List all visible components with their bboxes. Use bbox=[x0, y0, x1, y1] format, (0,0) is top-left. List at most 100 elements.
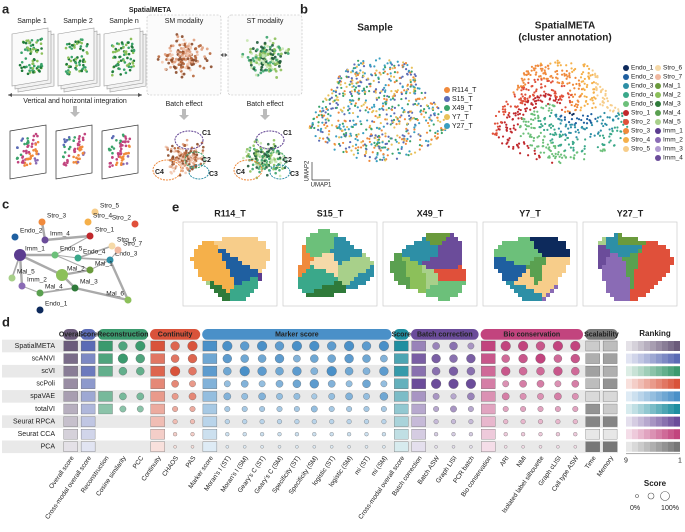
spot bbox=[25, 157, 29, 161]
spot bbox=[67, 154, 71, 158]
umap-point bbox=[539, 99, 542, 102]
tissue-spot bbox=[234, 253, 238, 257]
umap-point bbox=[499, 121, 503, 124]
score-dot bbox=[294, 419, 300, 425]
tissue-spot bbox=[558, 249, 562, 253]
umap-point bbox=[574, 67, 577, 71]
tissue-spot bbox=[450, 293, 454, 297]
tissue-spot bbox=[222, 277, 226, 281]
spot bbox=[122, 53, 126, 56]
umap-point bbox=[362, 75, 365, 78]
tissue-spot bbox=[542, 257, 546, 261]
tissue-spot bbox=[666, 257, 670, 261]
tissue-spot bbox=[258, 261, 262, 265]
umap-point bbox=[328, 130, 331, 133]
cell bbox=[279, 68, 283, 72]
umap-point bbox=[400, 138, 404, 141]
legend-swatch bbox=[655, 146, 661, 152]
tissue-spot bbox=[666, 269, 670, 273]
spot bbox=[111, 151, 114, 155]
umap-point bbox=[596, 120, 599, 123]
umap-point bbox=[571, 100, 574, 104]
tissue-spot bbox=[618, 285, 622, 289]
tissue-spot bbox=[322, 281, 326, 285]
spot bbox=[26, 145, 29, 149]
umap-point bbox=[347, 109, 350, 112]
umap-point bbox=[518, 98, 521, 101]
spot bbox=[34, 161, 38, 165]
umap-point bbox=[344, 133, 348, 137]
tissue-spot bbox=[626, 265, 630, 269]
umap-point bbox=[379, 91, 382, 94]
umap-point bbox=[341, 141, 345, 145]
tissue-spot bbox=[446, 249, 450, 253]
score-bar bbox=[150, 378, 165, 389]
tissue-spot bbox=[194, 257, 198, 261]
tissue-spot bbox=[622, 273, 626, 277]
umap-point bbox=[557, 98, 560, 102]
score-bar bbox=[411, 391, 426, 402]
ranking-swatch bbox=[644, 341, 650, 351]
umap-point bbox=[574, 76, 577, 80]
tissue-spot bbox=[618, 261, 622, 265]
tissue-spot bbox=[634, 281, 638, 285]
tissue-spot bbox=[362, 253, 366, 257]
tissue-spot bbox=[510, 285, 514, 289]
umap-point bbox=[391, 152, 394, 155]
umap-point bbox=[340, 86, 343, 90]
score-dot bbox=[223, 380, 231, 388]
score-dot bbox=[521, 432, 526, 437]
spot bbox=[128, 145, 131, 148]
tissue-spot bbox=[222, 273, 226, 277]
score-dot bbox=[434, 432, 439, 437]
tissue-spot bbox=[498, 245, 502, 249]
umap-point bbox=[324, 126, 327, 130]
tissue-spot bbox=[630, 281, 634, 285]
group-name: Score bbox=[78, 332, 98, 339]
tissue-spot bbox=[530, 237, 534, 241]
cell bbox=[251, 57, 255, 60]
umap-point bbox=[527, 72, 530, 76]
umap-point bbox=[433, 112, 436, 115]
tissue-spot bbox=[522, 261, 526, 265]
tissue-spot bbox=[422, 249, 426, 253]
umap-point bbox=[535, 71, 538, 74]
umap-point bbox=[373, 146, 376, 149]
umap-point bbox=[407, 154, 410, 157]
umap-point bbox=[430, 119, 433, 122]
tissue-spot bbox=[526, 245, 530, 249]
tissue-spot bbox=[202, 273, 206, 277]
umap-point bbox=[548, 123, 551, 127]
cell bbox=[248, 50, 252, 54]
tissue-spot bbox=[330, 233, 334, 237]
umap-point bbox=[348, 146, 351, 149]
tissue-spot bbox=[614, 269, 618, 273]
tissue-spot bbox=[542, 281, 546, 285]
spot bbox=[68, 70, 72, 74]
tissue-spot bbox=[214, 277, 218, 281]
cell bbox=[252, 144, 255, 147]
spot bbox=[111, 164, 114, 167]
umap-point bbox=[437, 106, 440, 110]
spot bbox=[119, 47, 123, 50]
tissue-spot bbox=[510, 249, 514, 253]
umap-point bbox=[410, 153, 413, 156]
spot bbox=[20, 161, 24, 164]
cell bbox=[176, 35, 180, 38]
score-dot bbox=[326, 366, 337, 377]
spot bbox=[115, 139, 118, 142]
cell bbox=[181, 166, 184, 170]
tissue-spot bbox=[338, 261, 342, 265]
tissue-spot bbox=[198, 253, 202, 257]
cell bbox=[191, 74, 195, 78]
score-dot bbox=[344, 367, 354, 376]
spot bbox=[23, 142, 26, 146]
score-dot bbox=[449, 354, 458, 363]
tissue-spot bbox=[566, 257, 570, 261]
cell bbox=[268, 61, 272, 64]
tissue-spot bbox=[618, 293, 622, 297]
umap-point bbox=[364, 154, 367, 158]
spot bbox=[130, 65, 133, 69]
umap-point bbox=[596, 74, 599, 78]
umap-point bbox=[537, 135, 541, 138]
